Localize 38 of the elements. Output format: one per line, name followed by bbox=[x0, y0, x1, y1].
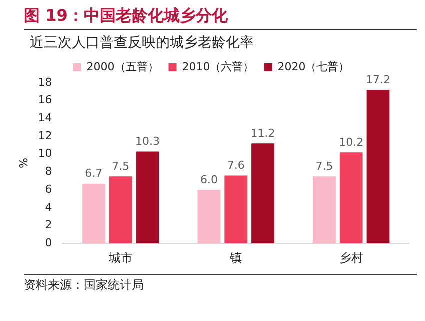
x-tick-label: 镇 bbox=[229, 250, 242, 265]
bar bbox=[313, 176, 336, 244]
bar bbox=[224, 176, 248, 244]
y-tick-label: 6 bbox=[45, 182, 52, 196]
data-label: 6.7 bbox=[85, 167, 103, 180]
bar bbox=[366, 90, 390, 244]
bar bbox=[340, 152, 363, 244]
legend-label: 2000（五普） bbox=[86, 60, 159, 74]
legend-label: 2020（七普） bbox=[278, 60, 350, 74]
data-label: 11.2 bbox=[250, 127, 276, 140]
data-label: 7.5 bbox=[112, 160, 130, 174]
legend-label: 2010（六普） bbox=[182, 60, 254, 74]
bar bbox=[252, 144, 274, 244]
y-tick-label: 14 bbox=[38, 112, 52, 125]
y-tick-label: 12 bbox=[38, 129, 52, 142]
bar bbox=[82, 184, 106, 244]
data-label: 17.2 bbox=[366, 73, 391, 86]
bar bbox=[198, 190, 221, 244]
y-tick-label: 18 bbox=[38, 76, 52, 89]
data-label: 10.2 bbox=[339, 136, 364, 149]
y-tick-label: 8 bbox=[45, 165, 52, 178]
text: 资料来源：国家统计局 bbox=[24, 277, 417, 294]
data-label: 6.0 bbox=[200, 173, 218, 186]
bar bbox=[136, 152, 160, 244]
data-label: 7.6 bbox=[227, 159, 245, 172]
y-tick-label: 2 bbox=[45, 218, 52, 232]
y-tick-label: 10 bbox=[38, 147, 52, 160]
y-tick-label: 0 bbox=[45, 236, 52, 250]
y-tick-label: 4 bbox=[45, 200, 52, 214]
data-label: 10.3 bbox=[135, 135, 160, 148]
x-tick-label: 乡村 bbox=[339, 250, 364, 265]
x-tick-label: 城市 bbox=[108, 250, 133, 265]
y-axis-title: % bbox=[17, 158, 30, 169]
data-label: 7.5 bbox=[316, 160, 334, 174]
y-tick-label: 16 bbox=[38, 94, 52, 107]
chart-title: 图 19：中国老龄化城乡分化 bbox=[24, 6, 417, 30]
bar bbox=[109, 176, 132, 244]
chart-subtitle: 近三次人口普查反映的城乡老龄化率 bbox=[30, 34, 255, 52]
